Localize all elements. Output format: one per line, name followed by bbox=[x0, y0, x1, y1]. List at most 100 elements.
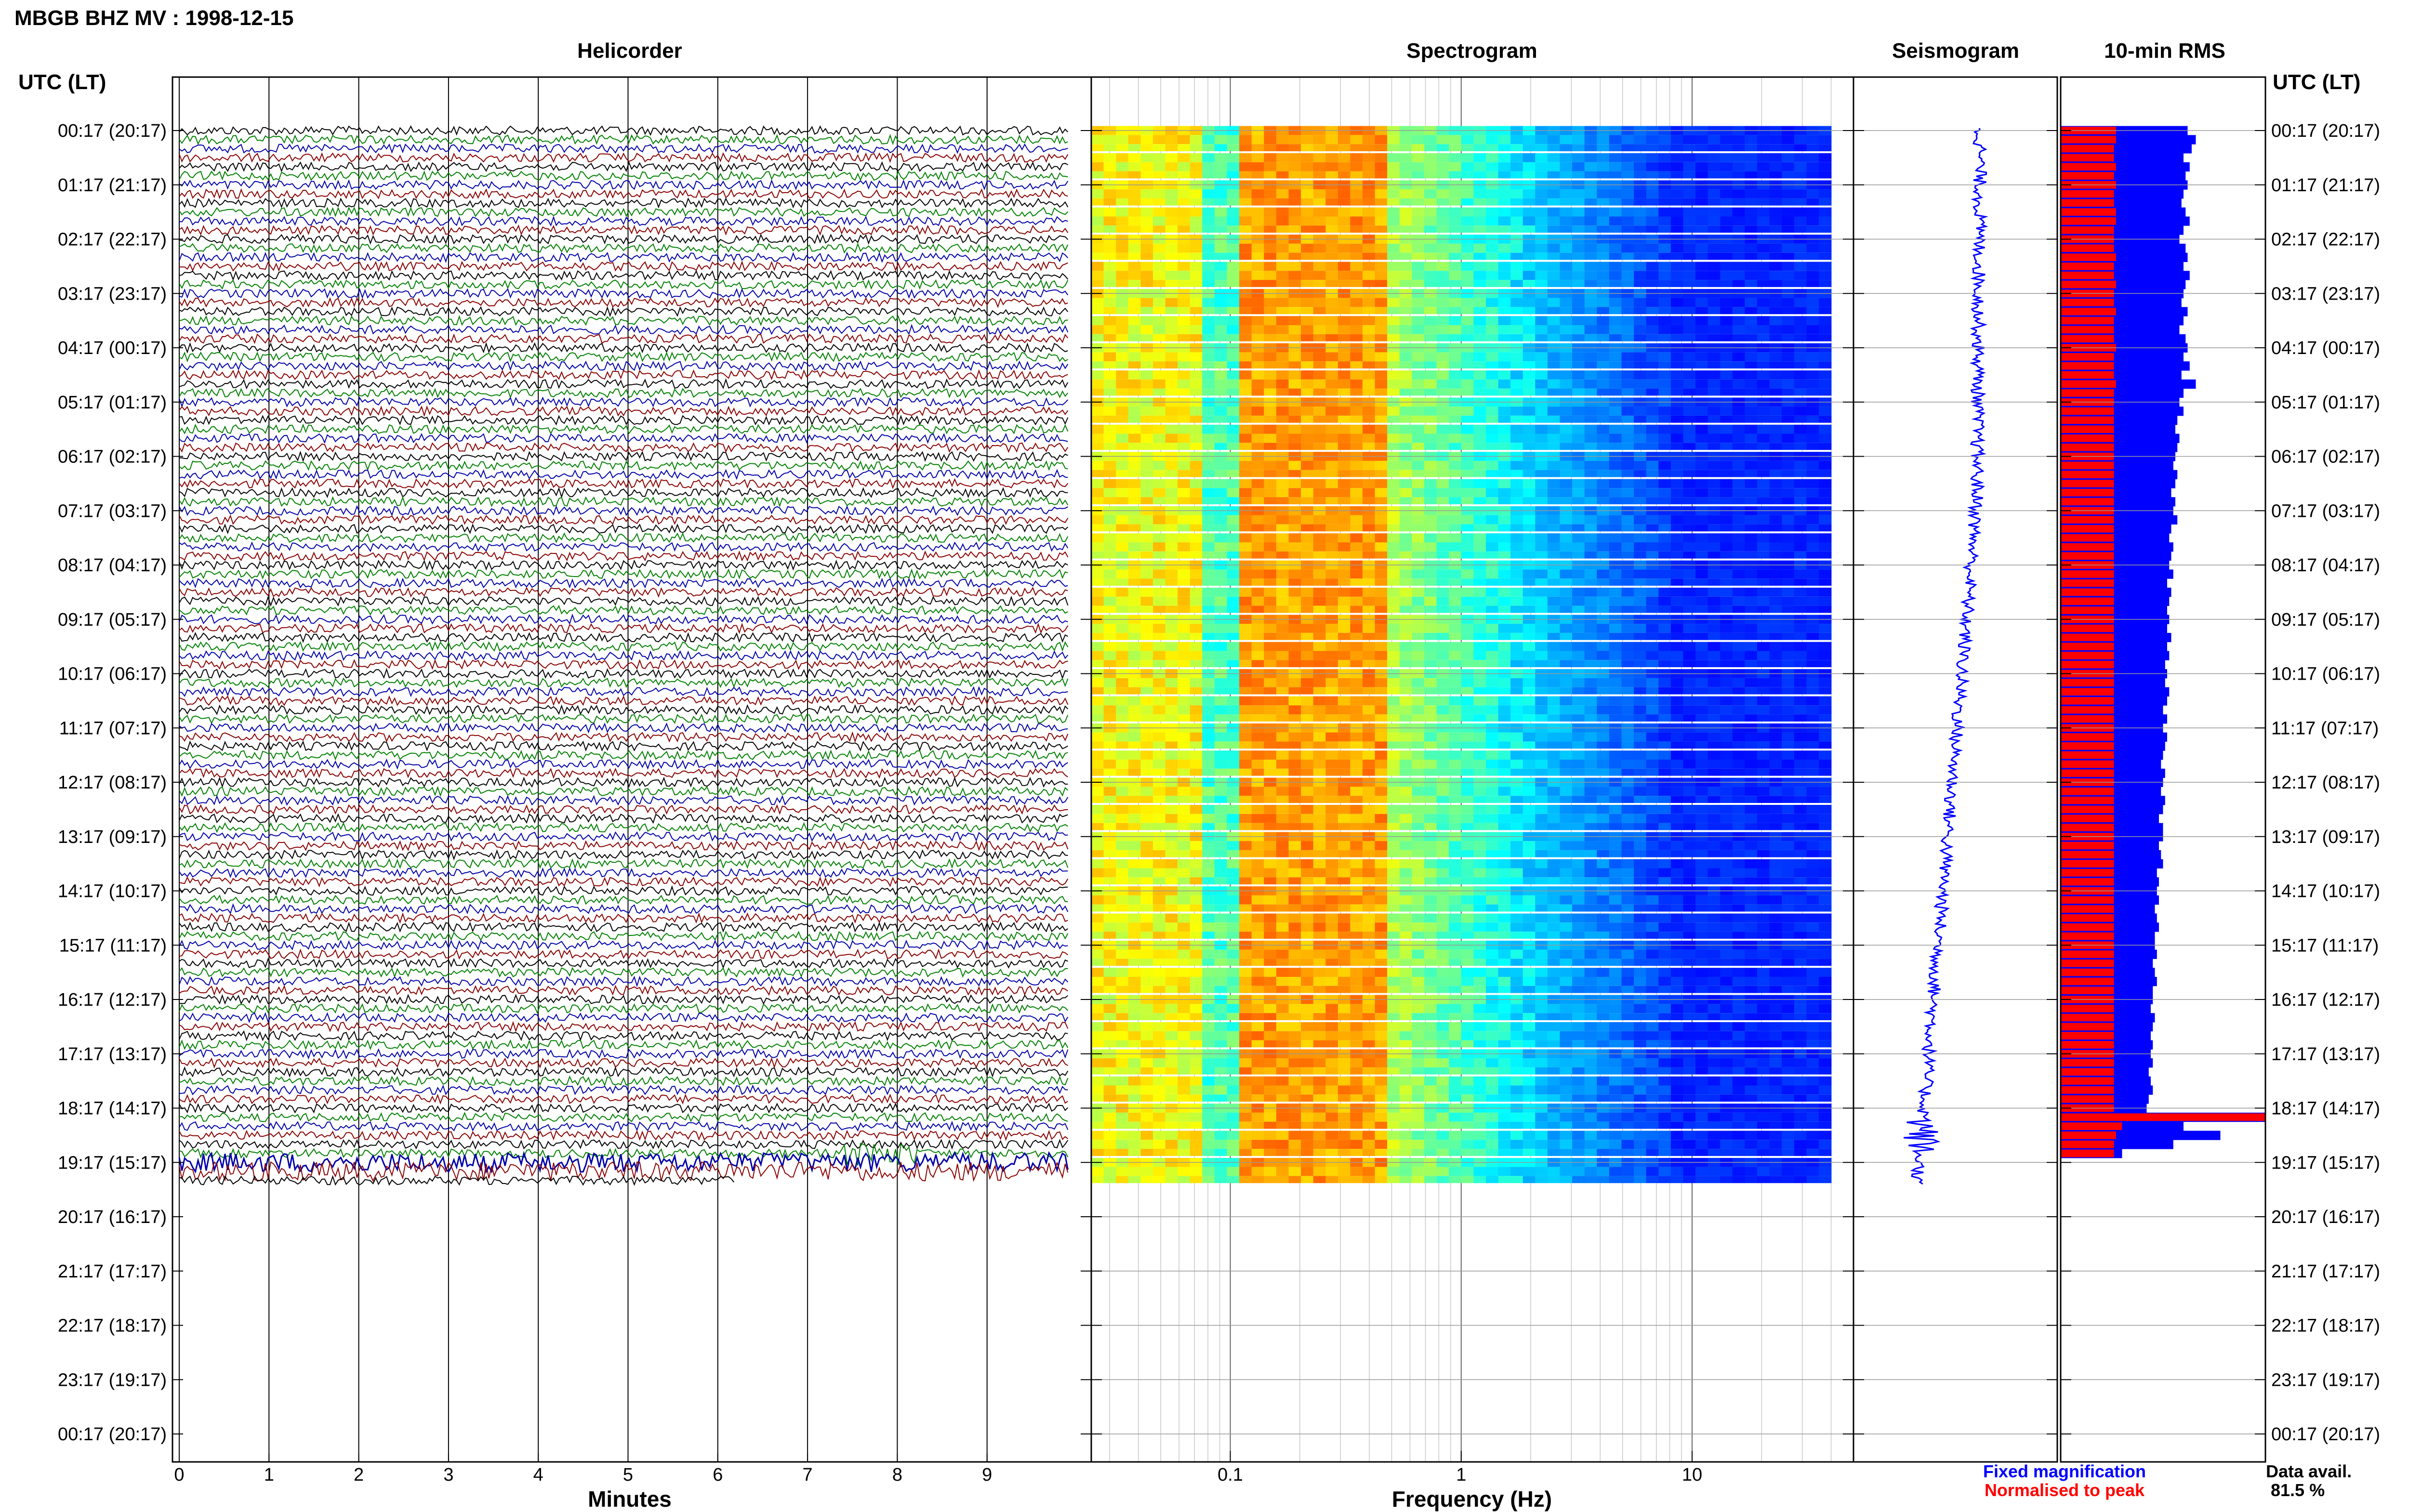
spectrogram-cell bbox=[1498, 135, 1511, 145]
spectrogram-image bbox=[1091, 126, 1832, 1183]
spectrogram-cell bbox=[1522, 696, 1536, 706]
spectrogram-cell bbox=[1658, 434, 1671, 443]
spectrogram-cell bbox=[1473, 787, 1486, 796]
spectrogram-cell bbox=[1424, 307, 1437, 315]
spectrogram-cell bbox=[1486, 216, 1499, 226]
spectrogram-cell bbox=[1745, 171, 1758, 179]
spectrogram-cell bbox=[1473, 407, 1486, 416]
spectrogram-cell bbox=[1547, 434, 1561, 443]
spectrogram-cell bbox=[1658, 488, 1671, 498]
spectrogram-cell bbox=[1301, 243, 1314, 253]
spectrogram-cell bbox=[1745, 434, 1758, 443]
spectrogram-cell bbox=[1264, 460, 1277, 470]
spectrogram-cell bbox=[1498, 651, 1511, 660]
spectrogram-cell bbox=[1794, 524, 1807, 532]
spectrogram-cell bbox=[1572, 198, 1585, 206]
spectrogram-cell bbox=[1276, 705, 1289, 715]
spectrogram-cell bbox=[1375, 479, 1388, 488]
spectrogram-cell bbox=[1165, 135, 1178, 145]
spectrogram-cell bbox=[1806, 651, 1819, 660]
spectrogram-cell bbox=[1745, 787, 1758, 796]
spectrogram-cell bbox=[1387, 651, 1400, 660]
spectrogram-cell bbox=[1116, 732, 1129, 742]
spectrogram-cell bbox=[1337, 705, 1351, 715]
spectrogram-cell bbox=[1227, 787, 1240, 796]
spectrogram-cell bbox=[1806, 524, 1819, 532]
spectrogram-cell bbox=[1363, 407, 1376, 416]
spectrogram-cell bbox=[1806, 388, 1819, 396]
spectrogram-cell bbox=[1140, 696, 1153, 706]
spectrogram-cell bbox=[1387, 334, 1400, 342]
spectrogram-cell bbox=[1288, 760, 1301, 769]
spectrogram-cell bbox=[1732, 651, 1746, 660]
spectrogram-cell bbox=[1214, 488, 1228, 498]
spectrogram-cell bbox=[1239, 207, 1252, 217]
spectrogram-cell bbox=[1498, 796, 1511, 803]
spectrogram-cell bbox=[1486, 805, 1499, 814]
spectrogram-cell bbox=[1103, 271, 1116, 280]
spectrogram-cell bbox=[1609, 488, 1622, 498]
spectrogram-cell bbox=[1424, 714, 1437, 722]
spectrogram-cell bbox=[1264, 596, 1277, 606]
spectrogram-cell bbox=[1473, 352, 1486, 362]
spectrogram-cell bbox=[1313, 334, 1326, 342]
spectrogram-cell bbox=[1227, 660, 1240, 668]
spectrogram-cell bbox=[1153, 823, 1166, 830]
spectrogram-cell bbox=[1178, 714, 1191, 722]
spectrogram-cell bbox=[1387, 415, 1400, 423]
spectrogram-cell bbox=[1128, 687, 1141, 695]
spectrogram-cell bbox=[1683, 515, 1696, 525]
spectrogram-cell bbox=[1313, 488, 1326, 498]
spectrogram-cell bbox=[1387, 352, 1400, 362]
spectrogram-cell bbox=[1707, 632, 1721, 640]
spectrogram-cell bbox=[1363, 379, 1376, 389]
spectrogram-cell bbox=[1670, 579, 1684, 586]
spectrogram-cell bbox=[1202, 624, 1215, 633]
spectrogram-cell bbox=[1288, 479, 1301, 488]
spectrogram-cell bbox=[1091, 805, 1104, 814]
spectrogram-cell bbox=[1695, 443, 1708, 450]
spectrogram-cell bbox=[1572, 135, 1585, 145]
helicorder-trace bbox=[179, 939, 1068, 951]
spectrogram-cell bbox=[1522, 542, 1536, 552]
spectrogram-cell bbox=[1128, 678, 1141, 687]
spectrogram-cell bbox=[1658, 171, 1671, 179]
spectrogram-cell bbox=[1399, 443, 1413, 450]
spectrogram-cell bbox=[1165, 189, 1178, 198]
spectrogram-cell bbox=[1683, 579, 1696, 586]
spectrogram-cell bbox=[1782, 524, 1795, 532]
spectrogram-cell bbox=[1695, 370, 1708, 380]
spectrogram-cell bbox=[1498, 216, 1511, 226]
spectrogram-cell bbox=[1103, 687, 1116, 695]
spectrogram-cell bbox=[1325, 605, 1338, 613]
spectrogram-cell bbox=[1363, 434, 1376, 443]
spectrogram-cell bbox=[1301, 651, 1314, 660]
spectrogram-cell bbox=[1313, 460, 1326, 470]
spectrogram-cell bbox=[1178, 741, 1191, 749]
spectrogram-cell bbox=[1695, 198, 1708, 206]
spectrogram-cell bbox=[1769, 443, 1782, 450]
spectrogram-cell bbox=[1128, 216, 1141, 226]
spectrogram-cell bbox=[1103, 605, 1116, 613]
spectrogram-cell bbox=[1498, 569, 1511, 579]
spectrogram-cell bbox=[1375, 551, 1388, 559]
spectrogram-cell bbox=[1806, 361, 1819, 368]
spectrogram-cell bbox=[1276, 796, 1289, 803]
spectrogram-cell bbox=[1375, 714, 1388, 722]
spectrogram-cell bbox=[1165, 379, 1178, 389]
spectrogram-cell bbox=[1745, 551, 1758, 559]
spectrogram-cell bbox=[1399, 488, 1413, 498]
spectrogram-cell bbox=[1165, 651, 1178, 660]
spectrogram-cell bbox=[1658, 768, 1671, 776]
spectrogram-cell bbox=[1325, 479, 1338, 488]
spectrogram-cell bbox=[1707, 579, 1721, 586]
spectrogram-cell bbox=[1202, 814, 1215, 823]
spectrogram-cell bbox=[1782, 497, 1795, 504]
helicorder-traces bbox=[178, 125, 1069, 1186]
spectrogram-cell bbox=[1264, 632, 1277, 640]
spectrogram-cell bbox=[1214, 252, 1228, 260]
spectrogram-cell bbox=[1276, 651, 1289, 660]
spectrogram-cell bbox=[1214, 216, 1228, 226]
spectrogram-cell bbox=[1449, 596, 1462, 606]
spectrogram-cell bbox=[1449, 624, 1462, 633]
